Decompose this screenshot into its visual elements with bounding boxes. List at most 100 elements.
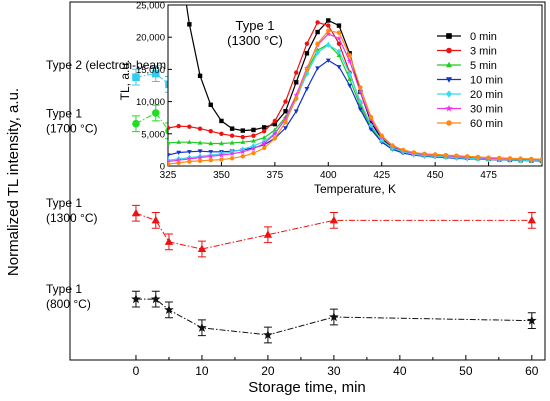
inset-data-point xyxy=(294,96,299,101)
inset-data-point xyxy=(326,28,331,33)
inset-data-point xyxy=(176,139,182,144)
inset-data-point xyxy=(207,153,214,159)
main-data-point xyxy=(164,304,174,314)
inset-data-point xyxy=(283,120,288,125)
inset-data-point xyxy=(186,150,192,155)
inset-data-point xyxy=(326,18,331,23)
inset-data-point xyxy=(347,71,353,77)
main-data-point xyxy=(131,208,141,217)
inset-data-point xyxy=(293,109,299,114)
inset-data-point xyxy=(168,153,171,158)
inset-data-point xyxy=(294,80,299,85)
inset-data-point xyxy=(218,152,225,158)
inset-data-point xyxy=(283,99,288,104)
inset-data-point xyxy=(187,22,192,27)
inset-x-tick-label: 350 xyxy=(213,170,230,181)
inset-data-point xyxy=(219,131,224,136)
main-data-point xyxy=(329,216,339,224)
inset-data-point xyxy=(336,23,342,28)
inset-data-point xyxy=(400,147,406,153)
inset-data-point xyxy=(283,126,288,131)
inset-x-tick-label: 425 xyxy=(373,170,390,181)
inset-data-point xyxy=(272,130,278,137)
inset-data-point xyxy=(454,153,459,158)
inset-legend: 0 min 3 min 5 min 10 min 20 min 30 min 60 min xyxy=(437,31,503,130)
main-data-point xyxy=(329,311,339,322)
main-data-point xyxy=(151,109,160,117)
inset-data-point xyxy=(315,66,321,71)
inset-data-point xyxy=(208,102,213,108)
inset-data-point xyxy=(251,138,256,143)
inset-data-point xyxy=(304,41,310,46)
inset-data-point xyxy=(197,126,203,131)
main-x-tick-label: 10 xyxy=(195,364,209,378)
inset-data-point xyxy=(261,135,267,140)
inset-data-point xyxy=(368,122,374,129)
inset-data-point xyxy=(347,53,352,58)
inset-data-point xyxy=(175,157,182,163)
inset-data-point xyxy=(272,136,278,141)
main-plot-frame xyxy=(69,1,546,361)
legend-marker xyxy=(445,61,453,68)
legend-marker xyxy=(446,33,452,39)
inset-data-point xyxy=(187,159,192,164)
inset-data-point xyxy=(197,158,203,164)
inset-plot-frame xyxy=(167,4,543,167)
inset-data-point xyxy=(336,52,342,57)
inset-x-tick-label: 450 xyxy=(427,170,444,181)
inset-y-tick-label: 5,000 xyxy=(141,129,165,140)
inset-data-point xyxy=(251,133,256,138)
inset-data-point xyxy=(240,148,246,155)
main-data-point xyxy=(132,73,140,81)
inset-data-point xyxy=(539,157,542,162)
inset-data-point xyxy=(261,125,267,130)
inset-data-point xyxy=(229,140,235,145)
main-data-point xyxy=(151,216,160,224)
inset-data-point xyxy=(325,31,332,37)
main-data-point xyxy=(197,322,207,332)
legend-label: 20 min xyxy=(470,89,503,101)
legend-marker xyxy=(445,104,453,112)
inset-data-point xyxy=(368,120,374,125)
inset-data-point xyxy=(186,155,193,162)
inset-data-point xyxy=(208,158,213,163)
inset-data-point xyxy=(240,134,245,140)
inset-data-point xyxy=(368,127,374,132)
main-x-tick-label: 20 xyxy=(261,364,275,378)
inset-data-point xyxy=(197,140,203,145)
inset-data-point xyxy=(219,140,224,146)
inset-data-point xyxy=(336,41,342,46)
inset-data-point xyxy=(529,156,534,162)
legend-label: 10 min xyxy=(470,75,503,87)
legend-label: 0 min xyxy=(470,31,497,43)
inset-y-tick-label: 0 xyxy=(160,162,165,173)
inset-data-point xyxy=(176,123,181,129)
main-data-point xyxy=(164,237,174,245)
inset-data-point xyxy=(250,145,257,151)
main-x-tick-label: 30 xyxy=(327,364,341,378)
legend-marker xyxy=(445,77,453,83)
main-series-label: Type 1 (1700 °C) xyxy=(46,107,98,136)
inset-data-point xyxy=(168,161,171,166)
inset-title: Type 1 (1300 °C) xyxy=(227,18,283,48)
legend-marker xyxy=(445,90,453,98)
main-y-axis-label: Normalized TL intensity, a.u. xyxy=(5,88,22,276)
inset-data-point xyxy=(304,86,310,92)
inset-data-point xyxy=(357,107,363,112)
inset-data-point xyxy=(347,76,353,81)
inset-data-point xyxy=(368,114,374,120)
inset-data-point xyxy=(186,139,192,144)
inset-y-axis-label: TL, a.u. xyxy=(118,60,132,101)
main-x-tick-label: 40 xyxy=(393,364,407,378)
inset-data-point xyxy=(507,156,513,161)
inset-data-point xyxy=(229,156,235,161)
main-series-label: Type 1 (800 °C) xyxy=(46,282,91,311)
inset-data-point xyxy=(304,67,310,72)
inset-data-point xyxy=(304,51,310,56)
inset-data-point xyxy=(475,154,481,160)
inset-data-point xyxy=(465,154,470,159)
inset-data-point xyxy=(197,149,203,154)
inset-ticks: 325 350 375 400 425 450 475 0 5,000 10,000 15,000 2… xyxy=(136,1,497,182)
inset-data-point xyxy=(357,89,364,95)
